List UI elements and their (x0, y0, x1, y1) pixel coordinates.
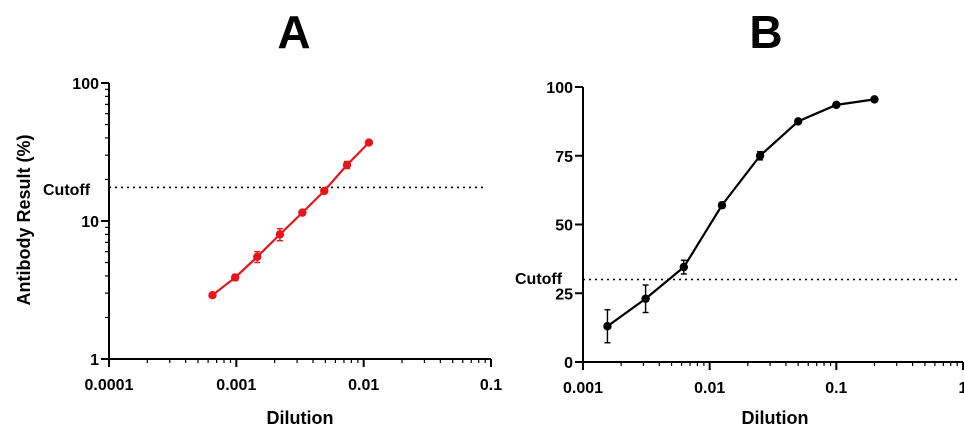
panel-b-cutoff-label: Cutoff (515, 271, 563, 288)
panel-b-y-tick-label: 0 (564, 355, 573, 372)
panel-b-data-point (717, 201, 727, 210)
panel-a-data-point (298, 208, 307, 217)
panel-a-data-point (320, 186, 329, 196)
panel-a-data-point (208, 290, 217, 300)
panel-a-data-point (253, 252, 262, 262)
panel-b-y-tick-label: 100 (546, 80, 573, 97)
panel-b-y-tick-label: 75 (555, 149, 573, 166)
panel-b-series-line (606, 98, 875, 328)
panel-a-y-tick-label: 1 (90, 352, 99, 369)
panel-a-y-axis-title: Antibody Result (%) (14, 135, 34, 306)
panel-a-x-tick-label: 0.1 (480, 377, 502, 394)
panel-b-data-point (603, 322, 612, 331)
panel-a-data-point (231, 273, 240, 282)
panel-b-data-point (870, 95, 879, 104)
panel-a-series-line (211, 141, 370, 297)
panel-b-x-tick-label: 0.1 (825, 380, 847, 397)
panel-b-x-tick-label: 1 (959, 380, 964, 397)
panel-a-data-point (342, 160, 352, 170)
panel-a-y-tick-label: 10 (81, 214, 99, 231)
panel-a-title: A (277, 6, 310, 58)
panel-a-x-tick-label: 0.01 (348, 377, 379, 394)
panel-b: B Dilution Cutoff 0.001 0.01 0.1 1 0 25 50 75 10… (515, 6, 964, 428)
panel-b-data-point (679, 262, 689, 272)
panel-b-data-point (755, 151, 765, 160)
panel-a-y-tick-label: 100 (72, 76, 99, 93)
panel-a-x-tick-label: 0.001 (216, 377, 256, 394)
panel-a-data-point (275, 230, 285, 239)
panel-a-data-point (364, 138, 374, 147)
panel-b-title: B (749, 6, 782, 58)
panel-b-x-tick-label: 0.01 (694, 380, 725, 397)
panel-a-x-tick-label: 0.0001 (85, 377, 134, 394)
panel-b-data-point (641, 294, 650, 303)
panel-b-y-tick-label: 50 (555, 218, 573, 235)
panel-b-data-point (832, 100, 841, 110)
panel-b-x-axis-title: Dilution (742, 408, 809, 428)
panel-b-y-tick-label: 25 (555, 286, 573, 303)
panel-b-data-point (794, 117, 803, 126)
panel-a-x-axis-title: Dilution (267, 408, 334, 428)
panel-a-cutoff-label: Cutoff (43, 182, 91, 199)
panel-a: A Antibody Result (%) Dilution Cutoff 0.… (14, 6, 502, 428)
panel-b-x-tick-label: 0.001 (563, 380, 603, 397)
